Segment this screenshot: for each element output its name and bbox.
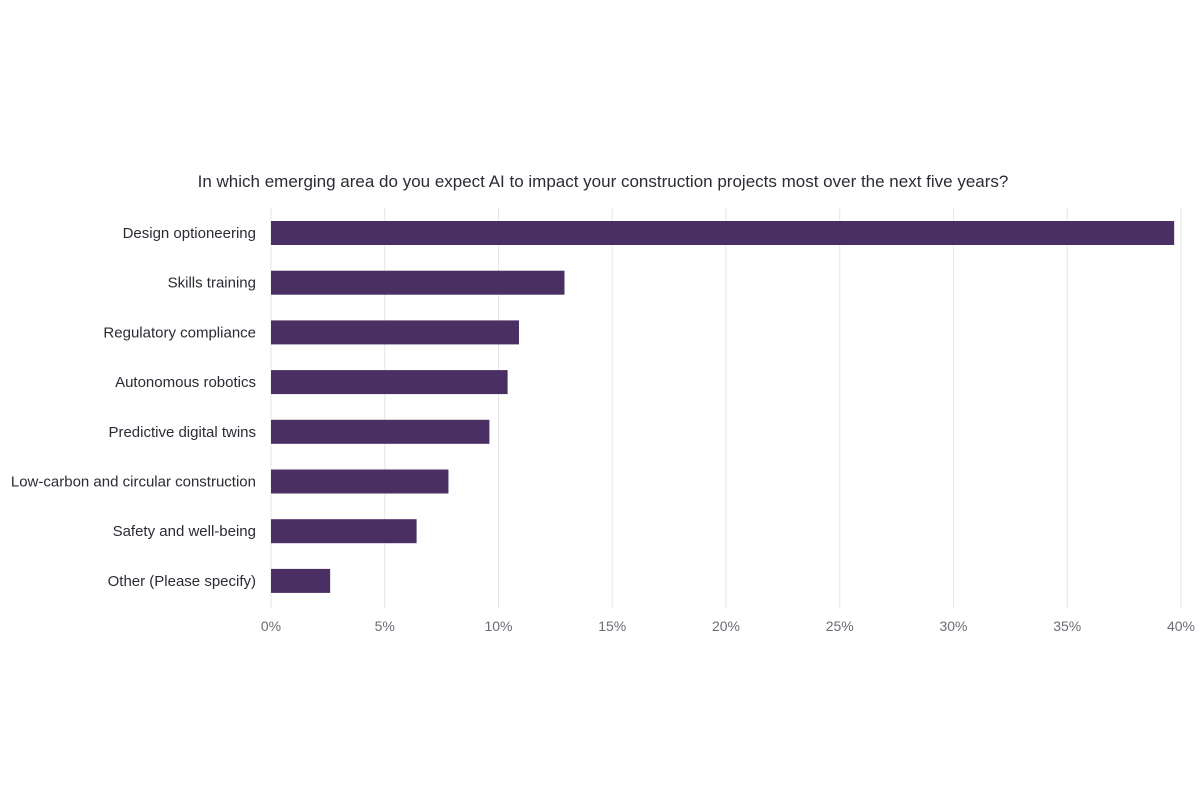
bar[interactable]	[271, 419, 490, 444]
x-tick-label: 10%	[484, 618, 512, 634]
x-tick-label: 35%	[1053, 618, 1081, 634]
category-label: Safety and well-being	[113, 523, 256, 540]
x-tick-label: 5%	[375, 618, 395, 634]
category-label: Predictive digital twins	[108, 424, 256, 441]
category-label: Regulatory compliance	[103, 324, 256, 341]
x-tick-label: 30%	[939, 618, 967, 634]
x-axis-tick-labels: 0% 5% 10% 15% 20% 25% 30% 35% 40%	[261, 618, 1195, 634]
bar[interactable]	[271, 370, 508, 395]
x-tick-label: 25%	[826, 618, 854, 634]
bar[interactable]	[271, 519, 417, 544]
x-tick-label: 15%	[598, 618, 626, 634]
chart-title: In which emerging area do you expect AI …	[198, 172, 1009, 191]
bar[interactable]	[271, 469, 449, 494]
category-label: Low-carbon and circular construction	[11, 474, 256, 491]
category-labels: Design optioneering Skills training Regula…	[11, 225, 256, 590]
category-label: Design optioneering	[123, 225, 256, 242]
category-label: Other (Please specify)	[108, 573, 256, 590]
bar[interactable]	[271, 568, 331, 593]
x-tick-label: 0%	[261, 618, 281, 634]
bar[interactable]	[271, 270, 565, 295]
bar[interactable]	[271, 221, 1175, 245]
grid-lines	[270, 208, 1182, 608]
bars	[271, 221, 1175, 593]
category-label: Autonomous robotics	[115, 374, 256, 391]
bar[interactable]	[271, 320, 519, 345]
x-tick-label: 40%	[1167, 618, 1195, 634]
category-label: Skills training	[168, 275, 256, 292]
x-tick-label: 20%	[712, 618, 740, 634]
